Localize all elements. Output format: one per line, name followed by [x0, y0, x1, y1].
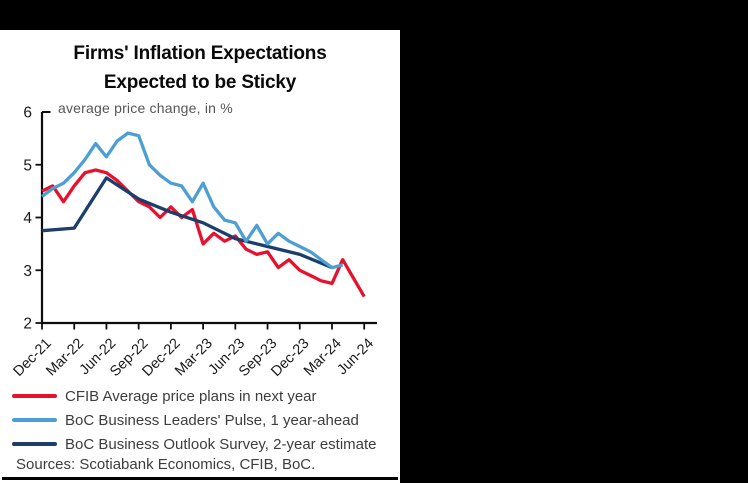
legend-item-boc-pulse: BoC Business Leaders' Pulse, 1 year-ahea… [12, 408, 400, 432]
y-tick-label: 3 [23, 263, 32, 280]
series-line [41, 131, 344, 270]
x-tick-label: Jun-24 [334, 336, 377, 379]
legend-label: CFIB Average price plans in next year [65, 387, 317, 405]
y-tick-label: 2 [23, 316, 32, 333]
chart-title-line1: Firms' Inflation Expectations [73, 43, 327, 64]
chart-title-line2: Expected to be Sticky [103, 72, 297, 93]
legend-swatch-lightblue-line [12, 417, 57, 423]
legend-label: BoC Business Leaders' Pulse, 1 year-ahea… [65, 411, 359, 429]
bottom-divider [2, 477, 398, 480]
y-tick-label: 4 [23, 210, 32, 227]
legend-swatch-navy-line [12, 441, 57, 447]
chart-canvas: 23456Dec-21Mar-22Jun-22Sep-22Dec-22Mar-2… [10, 105, 377, 380]
legend-label: BoC Business Outlook Survey, 2-year esti… [65, 435, 377, 453]
chart-panel: Firms' Inflation Expectations Expected t… [0, 30, 400, 483]
legend-item-cfib: CFIB Average price plans in next year [12, 384, 400, 408]
legend-item-boc-outlook: BoC Business Outlook Survey, 2-year esti… [12, 432, 400, 456]
y-tick-label: 5 [23, 157, 32, 174]
chart-title: Firms' Inflation Expectations Expected t… [0, 39, 400, 97]
axis-unit-label: average price change, in % [58, 100, 233, 116]
sources-text: Sources: Scotiabank Economics, CFIB, BoC… [16, 456, 316, 473]
y-tick-label: 6 [23, 105, 32, 122]
chart-legend: CFIB Average price plans in next year Bo… [12, 384, 400, 456]
series-line [41, 176, 333, 270]
series-line [41, 168, 366, 298]
legend-swatch-red-line [12, 393, 57, 399]
